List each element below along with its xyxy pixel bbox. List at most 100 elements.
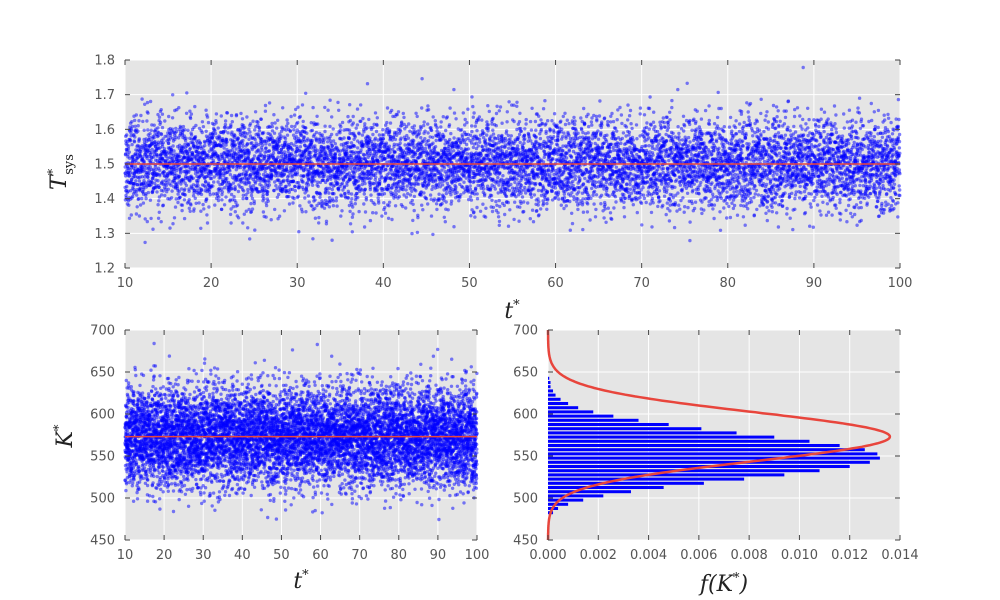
data-point bbox=[229, 221, 233, 225]
data-point bbox=[481, 174, 486, 178]
data-point bbox=[519, 183, 524, 188]
data-point bbox=[189, 203, 193, 207]
data-point bbox=[318, 195, 322, 200]
data-point bbox=[363, 181, 367, 186]
data-point bbox=[138, 203, 143, 207]
data-point bbox=[380, 176, 384, 180]
data-point bbox=[348, 118, 353, 123]
data-point bbox=[541, 107, 546, 111]
data-point bbox=[364, 198, 368, 202]
data-point bbox=[346, 114, 350, 119]
data-point bbox=[387, 128, 392, 132]
data-point bbox=[217, 195, 221, 199]
data-point bbox=[434, 202, 439, 206]
data-point bbox=[301, 180, 305, 184]
data-point bbox=[448, 137, 452, 142]
data-point bbox=[379, 145, 383, 149]
data-point bbox=[226, 131, 230, 135]
data-point bbox=[523, 185, 527, 190]
data-point bbox=[472, 111, 476, 115]
data-point bbox=[520, 195, 525, 199]
data-point bbox=[286, 121, 290, 126]
data-point bbox=[357, 184, 361, 188]
data-point bbox=[334, 196, 339, 200]
data-point bbox=[355, 123, 360, 127]
data-point bbox=[414, 152, 418, 157]
data-point bbox=[410, 231, 414, 236]
data-point bbox=[527, 185, 531, 189]
data-point bbox=[167, 178, 171, 182]
data-point bbox=[517, 132, 522, 137]
data-point bbox=[326, 140, 330, 144]
data-point bbox=[277, 192, 281, 197]
data-point bbox=[269, 218, 273, 222]
data-point bbox=[182, 198, 187, 202]
data-point bbox=[353, 202, 357, 206]
data-point bbox=[137, 197, 141, 201]
data-point bbox=[251, 119, 255, 123]
data-point bbox=[177, 106, 181, 110]
data-point bbox=[130, 178, 134, 182]
data-point bbox=[529, 128, 534, 132]
data-point bbox=[270, 121, 274, 126]
data-point bbox=[351, 121, 355, 125]
data-point bbox=[378, 180, 382, 184]
data-point bbox=[387, 171, 391, 175]
data-point bbox=[449, 193, 453, 197]
data-point bbox=[330, 144, 335, 148]
data-point bbox=[266, 190, 270, 194]
data-point bbox=[164, 152, 169, 156]
data-point bbox=[277, 214, 282, 218]
data-point bbox=[199, 187, 204, 192]
data-point bbox=[213, 128, 217, 133]
data-point bbox=[241, 144, 245, 148]
data-point bbox=[153, 181, 157, 186]
data-point bbox=[194, 123, 198, 128]
data-point bbox=[534, 181, 538, 186]
data-point bbox=[158, 120, 163, 125]
data-point bbox=[332, 192, 336, 196]
data-point bbox=[144, 196, 148, 201]
data-point bbox=[343, 191, 347, 196]
data-point bbox=[225, 176, 229, 181]
data-point bbox=[172, 216, 177, 220]
data-point bbox=[437, 131, 441, 135]
data-point bbox=[497, 109, 501, 113]
data-point bbox=[138, 186, 143, 191]
data-point bbox=[137, 137, 141, 141]
data-point bbox=[387, 204, 391, 208]
data-point bbox=[313, 206, 317, 211]
data-point bbox=[399, 136, 403, 140]
data-point bbox=[127, 150, 131, 154]
data-point bbox=[472, 179, 476, 184]
data-point bbox=[548, 173, 552, 177]
data-point bbox=[522, 133, 527, 137]
data-point bbox=[452, 149, 456, 153]
data-point bbox=[322, 206, 327, 210]
data-point bbox=[395, 113, 399, 117]
data-point bbox=[187, 198, 191, 202]
data-point bbox=[491, 116, 495, 121]
data-point bbox=[354, 126, 358, 130]
data-point bbox=[527, 136, 532, 140]
data-point bbox=[414, 189, 418, 193]
data-point bbox=[397, 195, 401, 199]
data-point bbox=[197, 201, 201, 205]
data-point bbox=[422, 191, 426, 195]
data-point bbox=[188, 209, 192, 213]
data-point bbox=[156, 126, 160, 130]
data-point bbox=[196, 183, 200, 188]
data-point bbox=[336, 100, 340, 105]
data-point bbox=[536, 203, 540, 207]
data-point bbox=[170, 189, 174, 193]
data-point bbox=[182, 216, 187, 221]
data-point bbox=[305, 131, 309, 135]
data-point bbox=[426, 104, 430, 108]
data-point bbox=[522, 200, 526, 204]
data-point bbox=[504, 129, 509, 133]
data-point bbox=[220, 190, 225, 194]
data-point bbox=[171, 144, 175, 148]
data-point bbox=[276, 155, 280, 159]
data-point bbox=[347, 136, 352, 141]
data-point bbox=[466, 147, 471, 151]
